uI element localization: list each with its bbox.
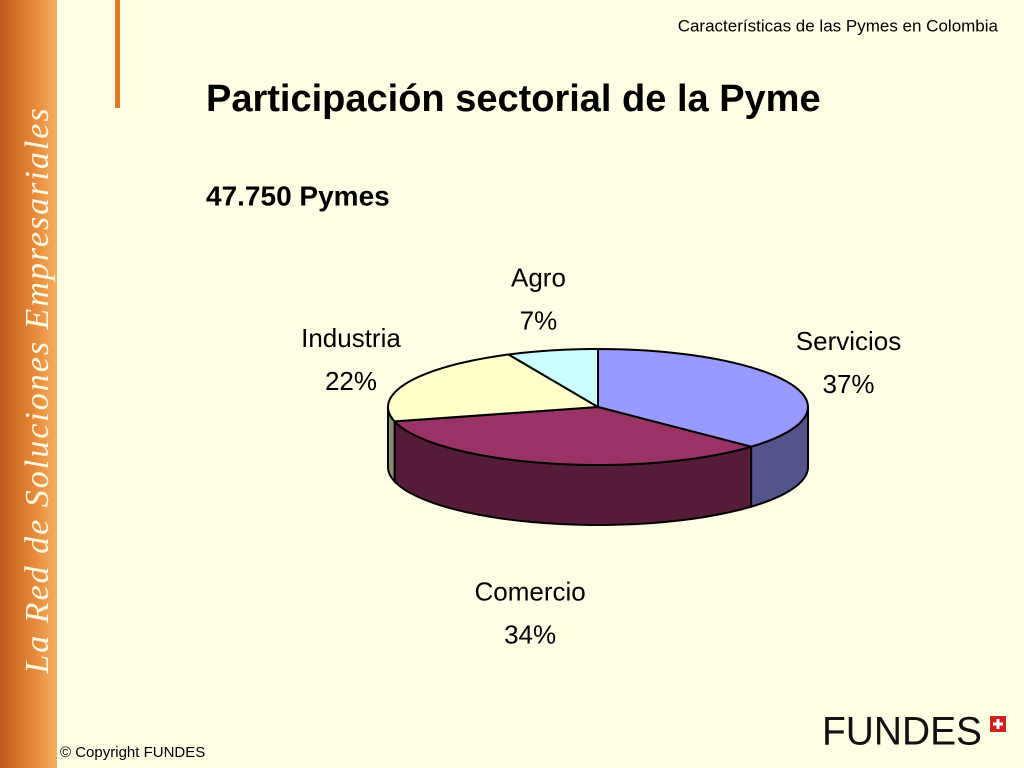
chart-title: Participación sectorial de la Pyme [206,78,821,120]
slice [387,353,602,423]
slice-label: Comercio [474,577,585,607]
logo-cross-mark [993,719,1003,729]
sidebar-band [0,0,57,768]
slice [597,347,810,448]
logo: FUNDES [822,710,982,754]
slice-value-label: 37% [823,369,875,399]
header: Características de las Pymes en Colombia [678,16,999,35]
slice [392,405,755,466]
accent-line [115,0,120,108]
slice [505,347,599,409]
pie: Servicios 37% Comercio 34% Industria 22% Agro 7… [301,262,901,649]
chart-subtitle: 47.750 Pymes [206,180,390,211]
slice-value-label: 7% [520,305,558,335]
slice-label: Servicios [796,326,901,356]
footer: © Copyright FUNDES [60,744,205,761]
slice-value-label: 34% [504,620,556,650]
slice-value-label: 22% [325,366,377,396]
sidebar-text: La Red de Soluciones Empresariales [19,106,56,674]
slice-label: Industria [301,323,401,353]
slice-label: Agro [511,262,566,292]
